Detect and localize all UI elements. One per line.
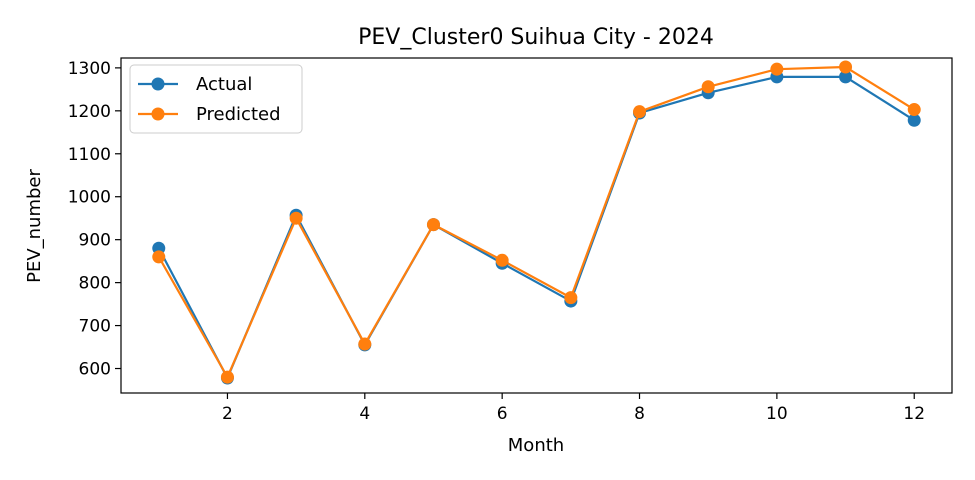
data-point xyxy=(426,218,440,232)
data-point xyxy=(907,113,921,127)
x-tick-label: 2 xyxy=(222,404,233,424)
axes-frame xyxy=(120,57,953,394)
legend-box xyxy=(129,64,303,134)
y-tick-label: 700 xyxy=(79,317,111,337)
data-point xyxy=(495,253,509,267)
legend-marker xyxy=(151,77,165,91)
y-tick-label: 1100 xyxy=(68,145,111,165)
data-point xyxy=(358,337,372,351)
x-axis-label: Month xyxy=(508,435,564,456)
x-tick-label: 10 xyxy=(766,404,788,424)
data-point xyxy=(839,60,853,74)
y-tick-label: 1000 xyxy=(68,188,111,208)
legend: Actual Predicted xyxy=(129,64,303,134)
chart-title: PEV_Cluster0 Suihua City - 2024 xyxy=(358,25,714,50)
data-point xyxy=(907,103,921,117)
series-predicted xyxy=(152,60,921,384)
y-axis-label: PEV_number xyxy=(24,169,45,283)
y-tick-label: 900 xyxy=(79,231,111,251)
data-point xyxy=(152,250,166,264)
legend-item: Predicted xyxy=(138,104,281,125)
x-tick-label: 6 xyxy=(497,404,508,424)
data-point xyxy=(289,211,303,225)
y-tick-label: 600 xyxy=(79,360,111,380)
legend-label: Actual xyxy=(196,74,252,95)
x-axis: 2 4 6 8 10 12 xyxy=(222,393,925,424)
x-tick-label: 12 xyxy=(903,404,925,424)
y-tick-label: 1200 xyxy=(68,102,111,122)
y-tick-label: 800 xyxy=(79,274,111,294)
legend-marker xyxy=(151,107,165,121)
legend-item: Actual xyxy=(138,74,252,95)
legend-label: Predicted xyxy=(196,104,281,125)
x-tick-label: 4 xyxy=(359,404,370,424)
y-tick-label: 1300 xyxy=(68,59,111,79)
x-tick-label: 8 xyxy=(634,404,645,424)
series-line xyxy=(157,65,915,379)
y-axis: 600 700 800 900 1000 1100 1200 1300 xyxy=(68,59,121,380)
data-point xyxy=(770,62,784,76)
plot-area xyxy=(152,60,921,385)
data-point xyxy=(633,105,647,119)
data-point xyxy=(839,70,853,84)
data-point xyxy=(701,80,715,94)
data-point xyxy=(564,291,578,305)
data-point xyxy=(220,370,234,384)
